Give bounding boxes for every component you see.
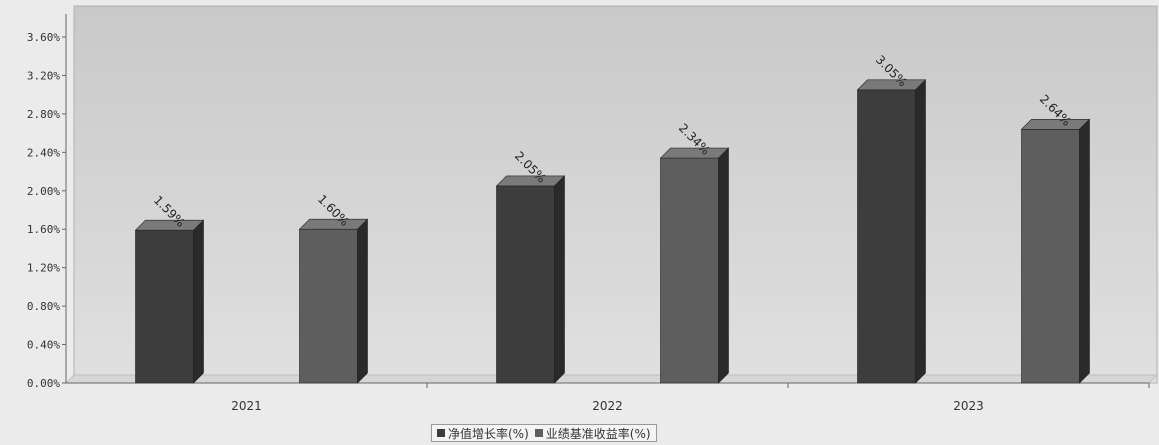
bar-top xyxy=(134,219,205,231)
bar-side xyxy=(193,219,204,384)
bar-front xyxy=(660,157,719,384)
y-tick-label: 0.40% xyxy=(27,339,60,352)
y-tick-label: 2.40% xyxy=(27,146,60,159)
x-tick-label: 2022 xyxy=(592,399,623,413)
legend: 净值增长率(%) 业绩基准收益率(%) xyxy=(431,424,657,442)
x-tick-label: 2023 xyxy=(953,399,984,413)
legend-swatch-benchmark xyxy=(534,429,543,437)
y-tick-label: 2.00% xyxy=(27,185,60,198)
bar xyxy=(495,175,566,384)
bar-front xyxy=(299,228,358,384)
legend-item-benchmark: 业绩基准收益率(%) xyxy=(534,425,651,442)
bar-side xyxy=(718,147,729,384)
y-tick-label: 1.20% xyxy=(27,262,60,275)
y-tick-label: 2.80% xyxy=(27,108,60,121)
legend-label-benchmark: 业绩基准收益率(%) xyxy=(545,426,651,441)
legend-label-nav-growth: 净值增长率(%) xyxy=(448,426,529,441)
bar xyxy=(1020,118,1091,384)
bar-front xyxy=(496,185,555,384)
y-tick-label: 0.80% xyxy=(27,300,60,313)
bar-side xyxy=(554,175,565,384)
legend-item-nav-growth: 净值增长率(%) xyxy=(437,425,529,442)
bar-top xyxy=(659,147,730,159)
bar-side xyxy=(357,218,368,384)
x-axis: 2021 2022 2023 xyxy=(231,383,1150,413)
x-tick-label: 2021 xyxy=(231,399,262,413)
bar-top xyxy=(1020,118,1091,130)
bar-front xyxy=(857,89,916,384)
y-tick-label: 3.20% xyxy=(27,69,60,82)
bar-top xyxy=(856,79,927,91)
y-tick-label: 1.60% xyxy=(27,223,60,236)
y-tick-label: 0.00% xyxy=(27,377,60,390)
bar-front xyxy=(1021,128,1080,384)
plot-floor xyxy=(64,374,1159,384)
bars-group xyxy=(134,79,1091,384)
bar-side xyxy=(1079,118,1090,384)
bar xyxy=(298,218,369,384)
bar xyxy=(134,219,205,384)
y-tick-label: 3.60% xyxy=(27,31,60,44)
plot-back-wall xyxy=(73,5,1158,384)
legend-swatch-nav-growth xyxy=(437,429,445,437)
bar xyxy=(856,79,927,384)
bar-side xyxy=(915,79,926,384)
bar xyxy=(659,147,730,384)
bar-front xyxy=(135,229,194,384)
bar-top xyxy=(298,218,369,230)
y-axis: 0.00% 0.40% 0.80% 1.20% 1.60% 2.00% 2.40% 2.80%… xyxy=(27,31,66,390)
bar-top xyxy=(495,175,566,187)
